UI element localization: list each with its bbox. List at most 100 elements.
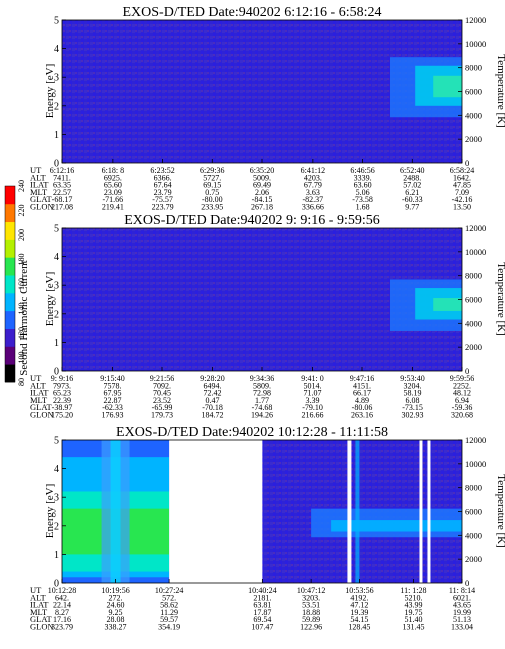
orbit-table-cell: -73.58 [352,195,373,204]
orbit-table-cell: 7578. [104,381,122,390]
panel-1-ylabel-right: Temperature [K] [495,54,505,127]
temperature-tick-label: 10000 [465,459,486,469]
orbit-table-cell: 6494. [204,381,222,390]
colorbar-block [5,346,15,365]
orbit-table-cell: 57.02 [403,181,421,190]
orbit-table-cell: 3339. [354,173,372,182]
orbit-table-cell: 7.09 [455,188,469,197]
orbit-table-cell: 17.16 [53,615,71,624]
orbit-table-cell: -80.00 [202,195,223,204]
orbit-table-cell: 63.81 [253,601,271,610]
orbit-table-cell: 6:23:52 [150,166,174,175]
orbit-table-cell: 6925. [104,173,122,182]
orbit-table-cell: -79.10 [302,403,323,412]
temperature-tick-label: 6000 [465,87,482,97]
orbit-table-cell: 267.18 [251,203,273,212]
panel-2-ylabel-right: Temperature [K] [495,262,505,335]
orbit-table-cell: 9:34:36 [250,374,274,383]
panel-3: EXOS-D/TED Date:940202 10:12:28 - 11:11:… [30,425,505,632]
orbit-table-cell: 572. [162,593,176,602]
orbit-table-cell: 1.68 [356,203,370,212]
colorbar-tick-label: 140 [17,303,26,315]
orbit-table-cell: 216.66 [302,411,324,420]
panel-2-ylabel: Energy [eV] [44,272,56,326]
orbit-table-cell: 23.52 [153,396,171,405]
orbit-table-cell: 5014. [304,381,322,390]
orbit-table-cell: -74.68 [252,403,273,412]
orbit-table-cell: 184.72 [202,411,224,420]
orbit-table-cell: -82.37 [303,195,324,204]
panel-2: EXOS-D/TED Date:940202 9: 9:16 - 9:59:56… [30,213,505,420]
orbit-table-cell: 122.96 [300,623,322,632]
orbit-table-cell: 6.08 [406,396,420,405]
temperature-tick-label: 10000 [465,39,486,49]
temperature-tick-label: 6000 [465,507,482,517]
emission-band-core [433,75,462,98]
orbit-table-cell: 6:12:16 [50,166,74,175]
orbit-table-cell: -65.99 [152,403,173,412]
orbit-table-cell: -42.16 [452,195,473,204]
orbit-table-cell: 6366. [154,173,172,182]
orbit-table-cell: 9.25 [109,608,123,617]
colorbar-blocks [4,185,16,383]
orbit-row-label: ILAT [30,180,49,190]
orbit-table-cell: 1.77 [255,396,269,405]
orbit-table-cell: 2181. [253,593,271,602]
orbit-table-cell: 10:47:12 [297,586,325,595]
panel-3-ylabel: Energy [eV] [44,484,56,538]
energy-tick-label: 3 [54,493,59,504]
data-dropout [427,440,431,583]
orbit-table-cell: 69.54 [253,615,271,624]
temperature-tick-label: 0 [465,158,469,168]
orbit-table-cell: 0.47 [206,396,220,405]
emission-column [355,440,360,583]
orbit-table-cell: 19.39 [350,608,368,617]
orbit-table-cell: 22.14 [53,601,71,610]
orbit-row-label: GLON [30,622,54,632]
colorbar-block [5,257,15,276]
colorbar-block [5,275,15,294]
orbit-table-cell: 10:53:56 [345,586,373,595]
orbit-row-label: MLT [30,607,48,617]
orbit-table-cell: 67.64 [154,181,172,190]
colorbar-block [5,328,15,347]
orbit-table-cell: 19.75 [404,608,422,617]
orbit-table-cell: 107.47 [251,623,273,632]
colorbar-tick-label: 100 [17,352,26,364]
orbit-row-label: ALT [30,172,47,182]
orbit-table-cell: 10:19:56 [101,586,129,595]
energy-tick-label: 2 [54,521,59,532]
orbit-table-cell: 58.62 [160,601,178,610]
orbit-table-cell: 6:58:24 [450,166,474,175]
colorbar: 80 100 120 140 160 180 200 220 240 Second Harmon… [4,180,30,386]
orbit-table-cell: 3.39 [306,396,320,405]
orbit-row-label: ILAT [30,388,49,398]
temperature-tick-label: 12000 [465,435,486,445]
orbit-table-cell: 71.07 [304,389,322,398]
energy-tick-label: 3 [54,281,59,292]
temperature-tick-label: 8000 [465,271,482,281]
orbit-table-cell: 10:12:28 [48,586,76,595]
orbit-table-cell: 217.08 [51,203,73,212]
data-gap [169,439,263,584]
panel-2-ticks: 0 1 2 3 4 5 0 2000 4000 6000 8000 10000 12000 [54,223,486,378]
energy-tick-label: 4 [54,44,59,55]
orbit-table-cell: 17.87 [253,608,271,617]
orbit-table-cell: 66.17 [353,389,371,398]
orbit-table-cell: 63.35 [53,181,71,190]
orbit-table-cell: -60.33 [402,195,423,204]
orbit-row-label: ILAT [30,600,49,610]
panel-3-ticks: 0 1 2 3 4 5 0 2000 4000 6000 8000 10000 12000 [54,435,486,590]
emission-band-core [433,298,462,311]
panel-3-title: EXOS-D/TED Date:940202 10:12:28 - 11:11:… [116,425,388,440]
temperature-tick-label: 2000 [465,134,482,144]
orbit-table-cell: 263.16 [351,411,373,420]
orbit-table-cell: 9:21:56 [150,374,174,383]
orbit-table-cell: 219.41 [102,203,124,212]
temperature-tick-label: 2000 [465,554,482,564]
colorbar-tick-label: 120 [17,327,26,339]
orbit-table-cell: 22.87 [104,396,122,405]
colorbar-block [5,292,15,312]
orbit-table-cell: 9:59:56 [450,374,474,383]
orbit-table-cell: -59.36 [452,403,473,412]
